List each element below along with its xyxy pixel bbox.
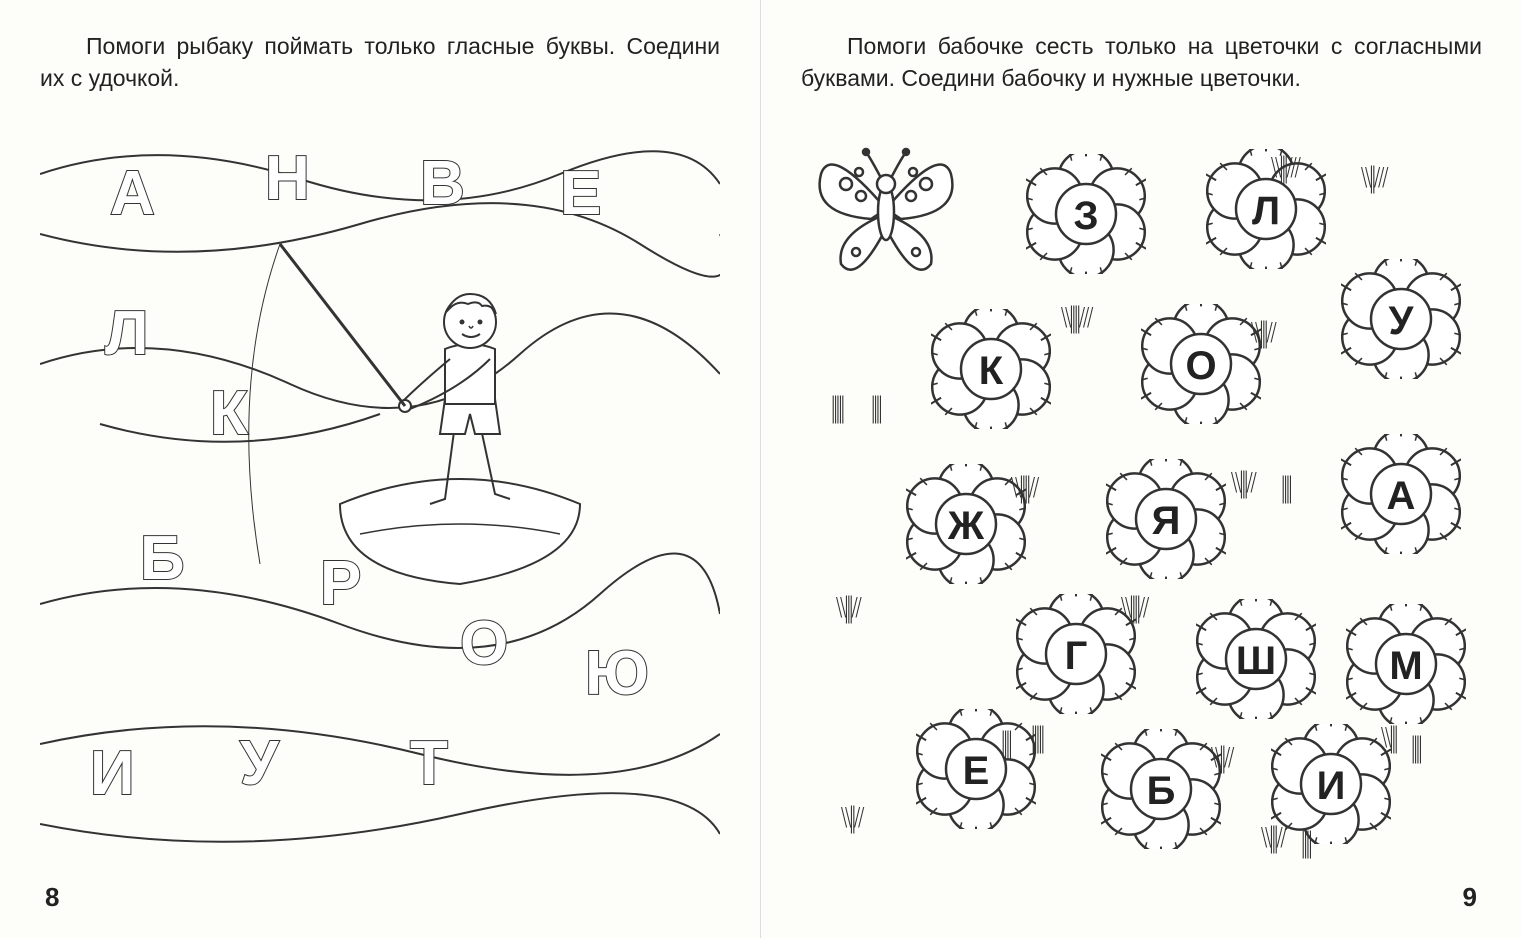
page-number-left: 8 [45, 882, 59, 913]
flower-letter: А [1341, 434, 1461, 554]
water-letter: Е [560, 159, 601, 228]
water-letter: У [240, 729, 280, 798]
grass-tuft: \\|||/// [1271, 149, 1299, 185]
grass-tuft: \\||||// [1121, 589, 1147, 625]
water-letter: А [110, 159, 155, 228]
grass-tuft: \\|||// [1231, 464, 1255, 500]
water-letter: В [420, 149, 465, 218]
grass-tuft: \\||/// [1361, 159, 1386, 195]
water-letter: И [90, 739, 135, 808]
flower-letter: Е [916, 709, 1036, 829]
flower-letter: Ш [1196, 599, 1316, 719]
left-instruction: Помоги рыбаку поймать только гласные бук… [40, 30, 720, 94]
svg-text:Г: Г [1065, 634, 1088, 678]
svg-text:А: А [1387, 474, 1416, 518]
water-letter: Н [265, 144, 310, 213]
flower-letter: У [1341, 259, 1461, 379]
water-letter: Б [140, 524, 185, 593]
water-letter: О [460, 609, 508, 678]
flower-letter: К [931, 309, 1051, 429]
right-instruction: Помоги бабочке сесть только на цветочки … [801, 30, 1482, 94]
flower-letter: Ж [906, 464, 1026, 584]
flower-letter: О [1141, 304, 1261, 424]
grass-tuft: |||| [1001, 724, 1011, 760]
left-illustration: А Н В Е ЛК Б Р О Ю И У Т [40, 104, 720, 864]
flower-letter: М [1346, 604, 1466, 724]
page-right: Помоги бабочке сесть только на цветочки … [761, 0, 1522, 938]
svg-text:Е: Е [963, 749, 990, 793]
flower-letter: Л [1206, 149, 1326, 269]
flower-letter: Г [1016, 594, 1136, 714]
grass-tuft: |||| [1411, 729, 1421, 765]
flower-letter: З [1026, 154, 1146, 274]
flower-letter: Я [1106, 459, 1226, 579]
svg-text:У: У [1389, 299, 1415, 343]
grass-tuft: |||| [1301, 824, 1311, 860]
grass-tuft: |||| [1281, 469, 1291, 505]
grass-tuft: \\||// [1211, 739, 1232, 775]
svg-text:К: К [979, 349, 1004, 393]
grass-tuft: \\|||// [836, 589, 860, 625]
grass-tuft: ||||| [1031, 719, 1043, 755]
flower-meadow: З Л У К О Ж Я А Г Ш М [801, 104, 1482, 854]
grass-tuft: \\|||// [1251, 314, 1275, 350]
butterfly-icon [811, 134, 961, 289]
water-letter: К [210, 379, 248, 448]
flower-letter: Б [1101, 729, 1221, 849]
water-letter: Ю [585, 639, 649, 708]
grass-tuft: \\||// [841, 799, 862, 835]
grass-tuft: \\||| [1381, 719, 1396, 755]
grass-tuft: ||||| [831, 389, 843, 425]
svg-text:Ж: Ж [947, 504, 985, 548]
water-letter: Р [320, 549, 361, 618]
grass-tuft: \\||||// [1011, 469, 1037, 505]
svg-text:И: И [1317, 764, 1346, 808]
flower-letter: И [1271, 724, 1391, 844]
grass-tuft: \\||||/// [1061, 299, 1091, 335]
page-number-right: 9 [1463, 882, 1477, 913]
svg-text:О: О [1185, 344, 1216, 388]
grass-tuft: \\|||// [1261, 819, 1285, 855]
svg-text:М: М [1389, 644, 1422, 688]
svg-text:Л: Л [1252, 189, 1280, 233]
svg-text:З: З [1073, 194, 1098, 238]
svg-text:Б: Б [1147, 769, 1176, 813]
grass-tuft: |||| [871, 389, 881, 425]
page-left: Помоги рыбаку поймать только гласные бук… [0, 0, 761, 938]
water-letter: Т [410, 729, 448, 798]
fishing-scene: А Н В Е ЛК Б Р О Ю И У Т [40, 104, 720, 864]
svg-text:Ш: Ш [1236, 639, 1276, 683]
water-letter: Л [105, 299, 149, 368]
svg-text:Я: Я [1152, 499, 1181, 543]
